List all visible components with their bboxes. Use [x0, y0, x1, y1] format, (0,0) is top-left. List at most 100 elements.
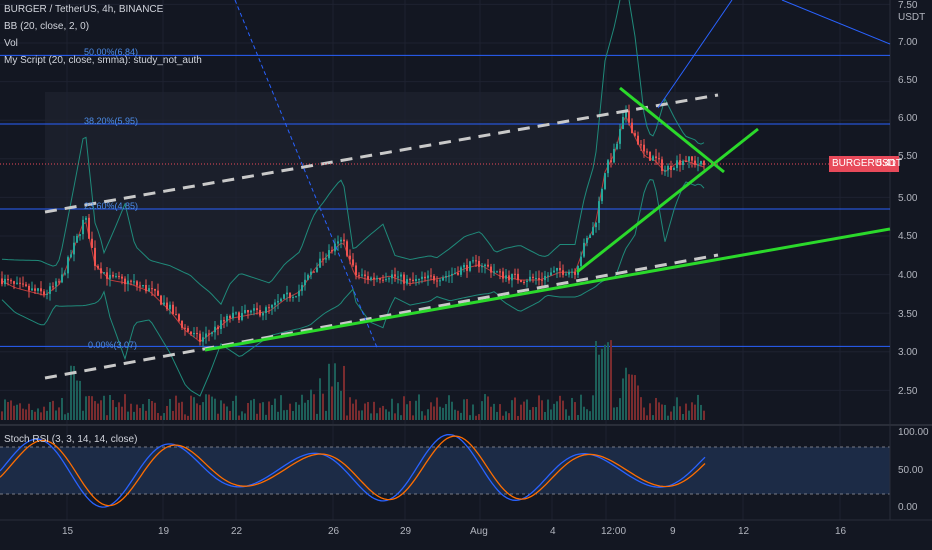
candle-body — [10, 280, 12, 282]
price-tick: 7.50 — [898, 0, 918, 11]
volume-bar — [610, 340, 612, 420]
blue-ray-down[interactable] — [781, 0, 891, 45]
candle-body — [511, 273, 513, 281]
volume-bar — [349, 397, 351, 420]
candle-body — [112, 274, 114, 277]
candle-body — [121, 276, 123, 279]
candle-body — [169, 304, 171, 310]
candle-body — [79, 234, 81, 236]
bb-lower-band — [1, 179, 705, 397]
volume-bar — [223, 403, 225, 420]
candle-body — [193, 333, 195, 335]
candle-body — [685, 161, 687, 163]
candle-body — [205, 333, 207, 338]
vol-legend[interactable]: Vol — [4, 38, 18, 49]
candle-body — [331, 250, 333, 252]
volume-bar — [343, 365, 345, 420]
price-tick: 4.00 — [898, 270, 918, 281]
stoch-rsi-legend[interactable]: Stoch RSI (3, 3, 14, 14, close) — [4, 434, 138, 445]
volume-bar — [355, 399, 357, 420]
candle-body — [61, 274, 63, 283]
candle-body — [550, 272, 552, 276]
candle-body — [616, 143, 618, 149]
candle-body — [574, 271, 576, 275]
candle-body — [400, 274, 402, 277]
volume-bar — [25, 409, 27, 420]
volume-bar — [307, 400, 309, 420]
volume-bar — [271, 404, 273, 420]
lower-channel-dashed[interactable] — [44, 253, 719, 380]
candle-body — [94, 247, 96, 266]
volume-bar — [283, 410, 285, 420]
volume-bar — [133, 411, 135, 420]
script-legend[interactable]: My Script (20, close, smma): study_not_a… — [4, 55, 202, 66]
candle-body — [460, 267, 462, 275]
candle-body — [352, 259, 354, 266]
volume-bar — [655, 397, 657, 420]
volume-bar — [292, 411, 294, 420]
volume-bar — [253, 398, 255, 420]
green-triangle-upper[interactable] — [619, 86, 725, 174]
candle-body — [304, 279, 306, 286]
volume-bar — [91, 396, 93, 420]
volume-bar — [277, 411, 279, 420]
candle-body — [247, 310, 249, 313]
volume-bar — [622, 378, 624, 420]
volume-bar — [700, 404, 702, 420]
volume-bar — [556, 401, 558, 420]
volume-bar — [649, 403, 651, 420]
candle-body — [520, 280, 522, 282]
volume-bar — [403, 396, 405, 420]
fib-label-382: 38.20%(5.95) — [84, 116, 139, 126]
volume-bar — [559, 395, 561, 420]
candle-body — [133, 281, 135, 283]
bb-legend[interactable]: BB (20, close, 2, 0) — [4, 21, 90, 32]
candle-body — [391, 274, 393, 279]
fibonacci-retracement[interactable] — [0, 54, 890, 347]
candle-body — [502, 271, 504, 279]
volume-bar — [154, 402, 156, 420]
volume-bar — [274, 398, 276, 420]
upper-channel-dashed[interactable] — [44, 93, 719, 214]
volume-bar — [520, 404, 522, 420]
candle-body — [172, 304, 174, 315]
candle-body — [598, 201, 600, 223]
volume-bar — [37, 408, 39, 420]
volume-bar — [31, 409, 33, 420]
candle-body — [691, 156, 693, 161]
volume-bar — [67, 412, 69, 420]
blue-ray-up[interactable] — [657, 0, 733, 109]
candle-body — [544, 275, 546, 281]
candle-body — [493, 271, 495, 273]
blue-dashed-line[interactable] — [234, 0, 379, 351]
volume-bar — [196, 403, 198, 420]
green-triangle-lower[interactable] — [576, 127, 759, 274]
symbol-title[interactable]: BURGER / TetherUS, 4h, BINANCE — [4, 4, 164, 15]
volume-bar — [178, 402, 180, 420]
badge-value: 5.41 — [876, 158, 896, 169]
candle-body — [394, 274, 396, 277]
volume-bar — [64, 414, 66, 420]
candle-body — [265, 307, 267, 313]
candle-body — [580, 256, 582, 267]
volume-bar — [691, 402, 693, 420]
candle-body — [310, 271, 312, 275]
volume-bar — [679, 406, 681, 420]
candle-body — [487, 264, 489, 267]
volume-bar — [496, 411, 498, 420]
candle-body — [349, 255, 351, 260]
volume-bar — [172, 410, 174, 420]
candle-body — [649, 151, 651, 161]
volume-bar — [328, 363, 330, 420]
volume-bar — [484, 394, 486, 420]
candle-body — [463, 264, 465, 268]
current-price-badge: BURGERUSDT 5.41 — [829, 156, 902, 172]
volume-bar — [61, 397, 63, 420]
candle-body — [238, 312, 240, 320]
candle-body — [385, 279, 387, 281]
candle-body — [223, 320, 225, 322]
volume-bar — [421, 411, 423, 420]
green-trendline-long[interactable] — [204, 227, 891, 352]
